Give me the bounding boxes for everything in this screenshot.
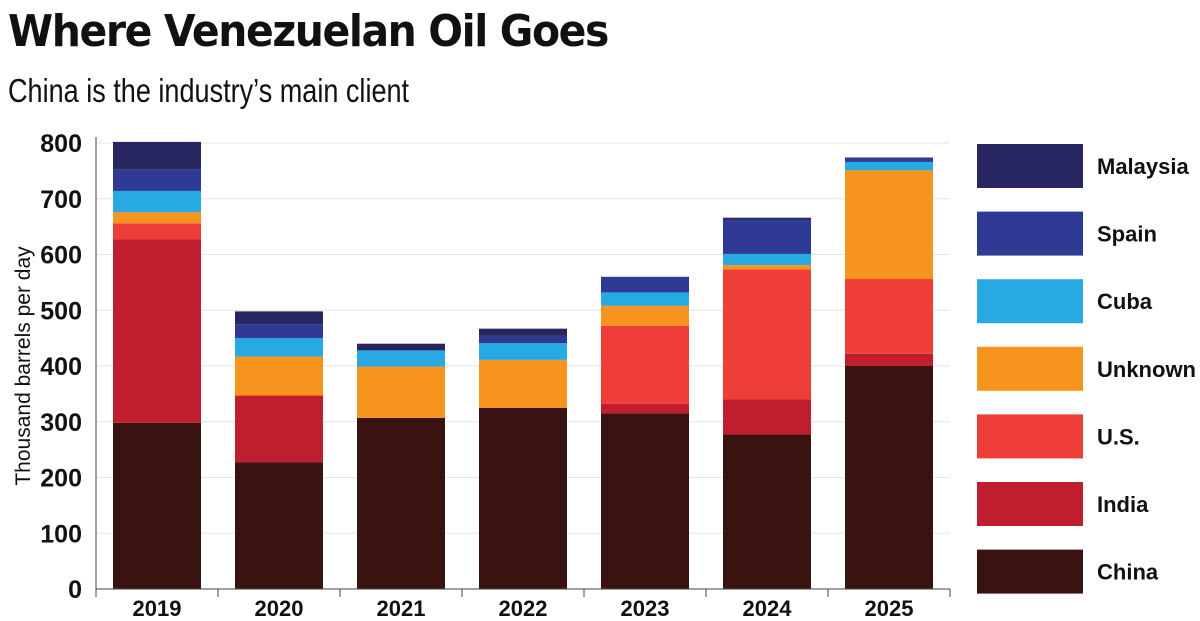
bar-segment-spain-2025 [845, 157, 933, 162]
bar-segment-cuba-2022 [479, 343, 567, 360]
x-tick-label: 2020 [255, 596, 304, 621]
x-tick-label: 2019 [133, 596, 182, 621]
legend-swatch-us [977, 414, 1083, 459]
bar-segment-india-2019 [113, 239, 201, 423]
bar-segment-unknown-2024 [723, 265, 811, 270]
bar-segment-unknown-2025 [845, 170, 933, 280]
bar-segment-spain-2024 [723, 219, 811, 254]
bar-segment-china-2020 [235, 462, 323, 589]
x-tick-label: 2025 [865, 596, 914, 621]
y-tick-label: 500 [40, 297, 82, 325]
y-tick-label: 0 [68, 576, 82, 604]
bar-segment-cuba-2020 [235, 338, 323, 357]
bar-segment-unknown-2022 [479, 359, 567, 408]
chart-subtitle: China is the industry’s main client [8, 72, 410, 109]
bar-segment-malaysia-2021 [357, 343, 445, 351]
axes: 0 100 200 300 400 500 600 700 800 2019 2020 2021 202… [40, 130, 951, 621]
y-tick-label: 400 [40, 353, 82, 381]
bar-segment-cuba-2024 [723, 253, 811, 266]
legend-label: Malaysia [1097, 154, 1189, 179]
x-tick-label: 2022 [499, 596, 548, 621]
x-tick-label: 2023 [621, 596, 670, 621]
legend-label: Unknown [1097, 357, 1196, 382]
x-tick-label: 2021 [377, 596, 426, 621]
bar-segment-us-2023 [601, 325, 689, 404]
bar-segment-unknown-2019 [113, 212, 201, 224]
chart-title: Where Venezuelan Oil Goes [8, 6, 609, 57]
bar-segment-cuba-2023 [601, 292, 689, 306]
bars [113, 141, 933, 589]
x-tick-label: 2024 [743, 596, 793, 621]
y-tick-label: 200 [40, 465, 82, 493]
bar-segment-india-2023 [601, 403, 689, 414]
legend: Malaysia Spain Cuba Unknown U.S. India China [977, 144, 1196, 594]
y-tick-label: 800 [40, 130, 82, 158]
y-tick-label: 300 [40, 409, 82, 437]
legend-swatch-unknown [977, 346, 1083, 391]
bar-segment-us-2019 [113, 223, 201, 240]
legend-swatch-malaysia [977, 144, 1083, 188]
bar-segment-china-2019 [113, 422, 201, 589]
bar-segment-malaysia-2024 [723, 217, 811, 220]
legend-swatch-cuba [977, 279, 1083, 324]
bar-segment-china-2022 [479, 407, 567, 589]
bar-segment-spain-2020 [235, 324, 323, 339]
bar-segment-unknown-2023 [601, 305, 689, 326]
bar-segment-spain-2019 [113, 169, 201, 191]
bar-segment-cuba-2021 [357, 350, 445, 367]
bar-segment-us-2024 [723, 269, 811, 400]
y-axis-label: Thousand barrels per day [12, 246, 35, 486]
legend-label: Cuba [1097, 289, 1153, 314]
bar-segment-india-2024 [723, 399, 811, 435]
legend-label: India [1097, 492, 1149, 517]
bar-segment-malaysia-2022 [479, 328, 567, 336]
bar-segment-china-2025 [845, 366, 933, 589]
bar-segment-spain-2022 [479, 335, 567, 344]
legend-label: China [1097, 560, 1159, 585]
y-tick-label: 100 [40, 520, 82, 548]
bar-segment-cuba-2025 [845, 161, 933, 171]
bar-segment-india-2020 [235, 395, 323, 463]
y-tick-label: 700 [40, 186, 82, 214]
legend-label: Spain [1097, 222, 1157, 247]
legend-swatch-spain [977, 211, 1083, 256]
bar-segment-us-2025 [845, 279, 933, 354]
y-tick-label: 600 [40, 242, 82, 270]
bar-segment-spain-2023 [601, 276, 689, 293]
bar-segment-malaysia-2019 [113, 141, 201, 170]
bar-segment-china-2021 [357, 417, 445, 589]
bar-segment-india-2025 [845, 353, 933, 366]
bar-segment-china-2023 [601, 413, 689, 589]
legend-swatch-china [977, 549, 1083, 594]
bar-segment-malaysia-2020 [235, 311, 323, 325]
bar-segment-unknown-2020 [235, 356, 323, 396]
legend-label: U.S. [1097, 424, 1140, 449]
legend-swatch-india [977, 482, 1083, 526]
bar-segment-unknown-2021 [357, 366, 445, 418]
bar-segment-china-2024 [723, 434, 811, 589]
bar-segment-cuba-2019 [113, 190, 201, 213]
